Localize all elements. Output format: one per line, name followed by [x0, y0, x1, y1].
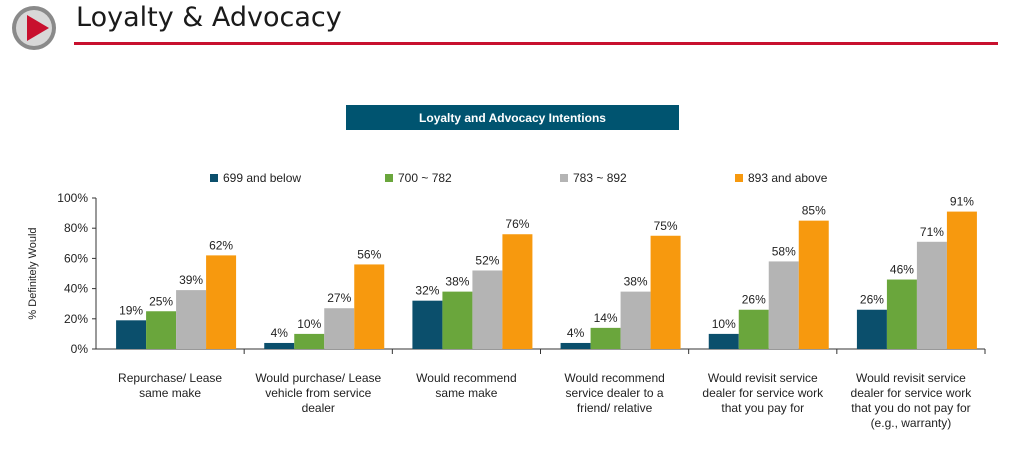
bar-value-label: 75%	[654, 219, 678, 233]
bar	[768, 261, 799, 349]
bar-value-label: 25%	[149, 294, 173, 308]
category-label: that you do not pay for	[851, 401, 970, 415]
bar	[590, 327, 621, 349]
legend-swatch	[735, 174, 743, 182]
category-label: vehicle from service	[265, 386, 371, 400]
bar-value-label: 14%	[594, 311, 618, 325]
category-label: Would purchase/ Lease	[255, 371, 381, 385]
bar-value-label: 46%	[890, 263, 914, 277]
bar	[708, 333, 739, 349]
category-label: Would revisit service	[708, 371, 818, 385]
bar-value-label: 85%	[802, 204, 826, 218]
bar-value-label: 10%	[297, 317, 321, 331]
category-label: same make	[139, 386, 201, 400]
bar	[324, 308, 355, 349]
bar-value-label: 19%	[119, 303, 143, 317]
y-tick-label: 100%	[57, 191, 88, 205]
bar	[620, 291, 651, 349]
category-label: Would revisit service	[856, 371, 966, 385]
page-title: Loyalty & Advocacy	[76, 2, 342, 33]
category-label: Would recommend	[564, 371, 665, 385]
bar-value-label: 62%	[209, 238, 233, 252]
bar-value-label: 4%	[271, 326, 289, 340]
bar	[560, 342, 591, 349]
bar-value-label: 26%	[742, 293, 766, 307]
category-label: Repurchase/ Lease	[118, 371, 222, 385]
bar	[354, 264, 385, 349]
bar	[650, 235, 681, 349]
bar	[738, 309, 769, 349]
bar	[472, 270, 503, 349]
bar-value-label: 32%	[415, 284, 439, 298]
bar-value-label: 58%	[772, 244, 796, 258]
y-tick-label: 60%	[64, 251, 88, 265]
chart-title: Loyalty and Advocacy Intentions	[346, 105, 679, 130]
legend-label: 700 ~ 782	[398, 171, 452, 185]
bar	[116, 320, 147, 349]
y-tick-label: 40%	[64, 282, 88, 296]
bar-value-label: 38%	[624, 275, 648, 289]
bar	[294, 333, 325, 349]
category-label: (e.g., warranty)	[871, 416, 952, 430]
bar-value-label: 27%	[327, 291, 351, 305]
legend-swatch	[385, 174, 393, 182]
bar	[146, 311, 177, 349]
bar-value-label: 39%	[179, 273, 203, 287]
legend-swatch	[560, 174, 568, 182]
bar-value-label: 71%	[920, 225, 944, 239]
category-label: service dealer to a	[566, 386, 664, 400]
bar	[502, 234, 533, 349]
y-tick-label: 80%	[64, 221, 88, 235]
bar-value-label: 91%	[950, 195, 974, 209]
bar	[176, 290, 207, 349]
title-divider	[74, 42, 998, 45]
category-label: dealer for service work	[851, 386, 973, 400]
bar	[916, 241, 947, 349]
bar	[856, 309, 887, 349]
legend-label: 783 ~ 892	[573, 171, 627, 185]
y-axis-label: % Definitely Would	[27, 227, 39, 319]
y-tick-label: 0%	[71, 342, 89, 356]
legend-label: 893 and above	[748, 171, 828, 185]
brand-logo	[12, 6, 56, 50]
bar-value-label: 56%	[357, 247, 381, 261]
category-label: that you pay for	[721, 401, 804, 415]
bar	[946, 211, 977, 349]
bar-value-label: 4%	[567, 326, 585, 340]
y-tick-label: 20%	[64, 312, 88, 326]
category-label: same make	[435, 386, 497, 400]
category-label: friend/ relative	[577, 401, 653, 415]
bar-value-label: 38%	[445, 275, 469, 289]
bar	[412, 300, 443, 349]
bar-value-label: 52%	[475, 253, 499, 267]
bar	[798, 220, 829, 349]
bar-value-label: 76%	[505, 217, 529, 231]
bar	[442, 291, 473, 349]
bar	[206, 255, 237, 349]
legend-label: 699 and below	[223, 171, 301, 185]
category-label: dealer	[302, 401, 335, 415]
legend-swatch	[210, 174, 218, 182]
bar	[886, 279, 917, 349]
bar-value-label: 26%	[860, 293, 884, 307]
category-label: Would recommend	[416, 371, 517, 385]
bar-value-label: 10%	[712, 317, 736, 331]
category-label: dealer for service work	[702, 386, 824, 400]
bar	[264, 342, 295, 349]
